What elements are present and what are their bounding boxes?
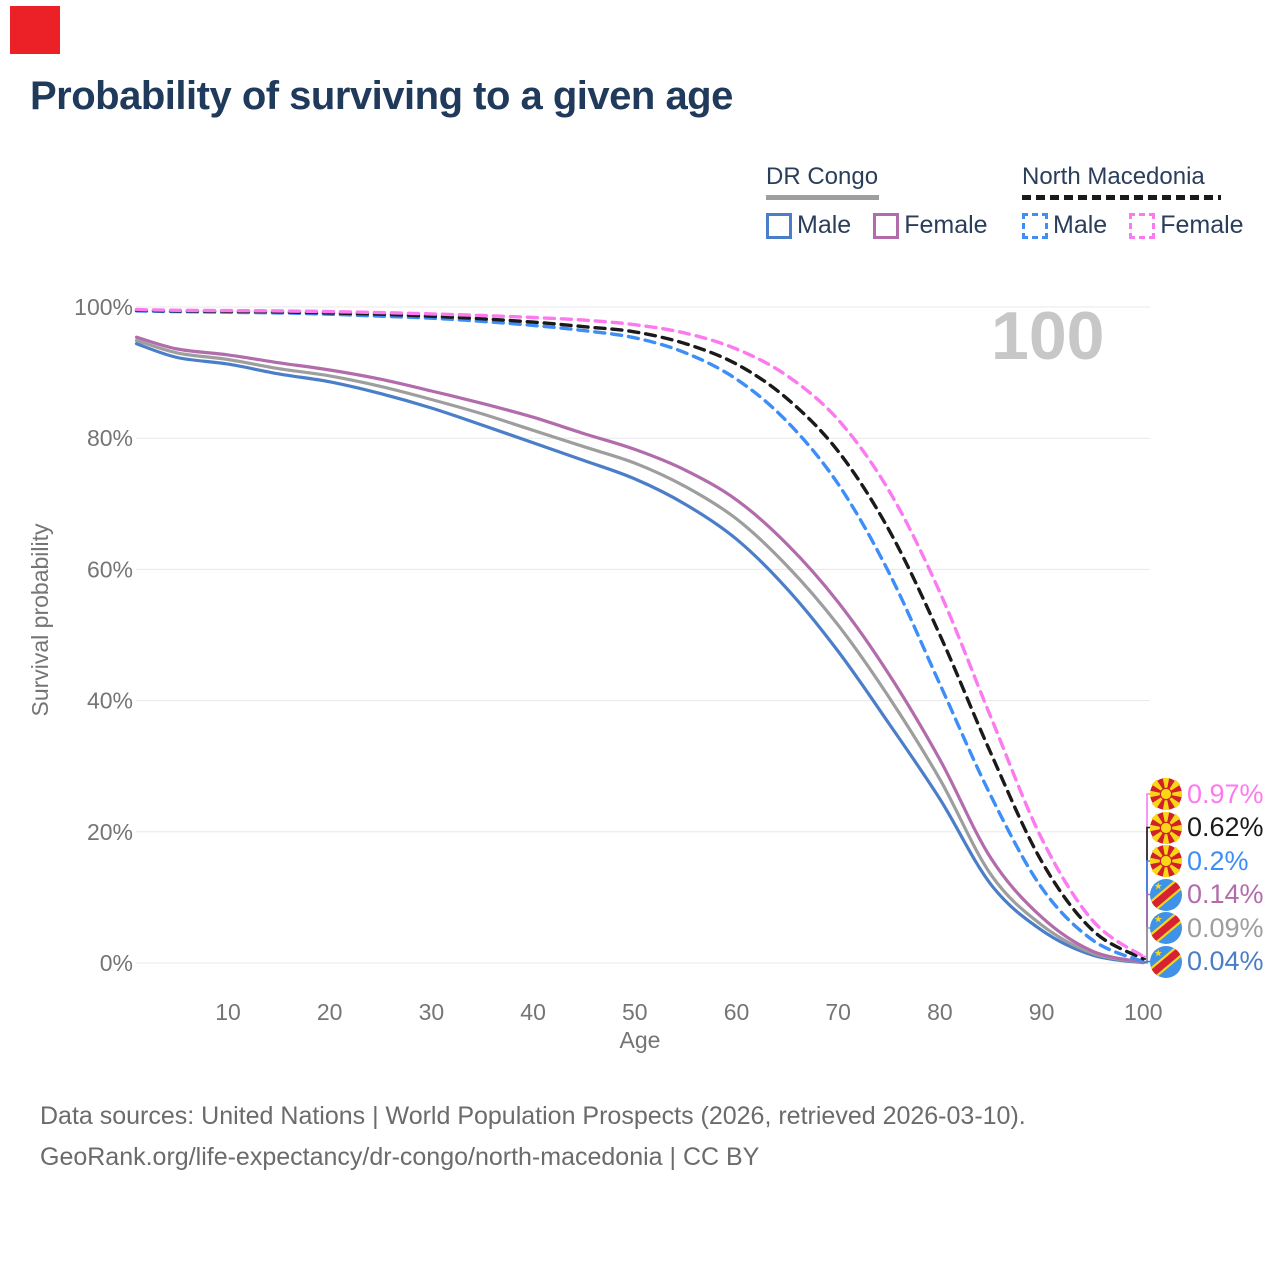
x-axis-title: Age (620, 1027, 661, 1053)
legend-label-nm-male[interactable]: Male (1053, 211, 1108, 239)
end-label-nm_all: 0.62% (1149, 810, 1264, 845)
legend-label-nm-female[interactable]: Female (1160, 211, 1244, 239)
page-title: Probability of surviving to a given age (30, 74, 733, 118)
end-value-nm_female: 0.97% (1187, 778, 1264, 809)
legend-label-drc-male[interactable]: Male (797, 211, 852, 239)
curve-drc_all (134, 338, 1145, 964)
legend-swatch-drc-female[interactable] (873, 212, 900, 239)
legend-label-drc-female[interactable]: Female (904, 211, 988, 239)
end-value-nm_all: 0.62% (1187, 812, 1264, 842)
x-tick-label: 50 (622, 999, 648, 1025)
end-label-drc_male: 0.04% (1150, 945, 1264, 979)
curve-drc_male (134, 342, 1145, 965)
curve-nm_male (134, 309, 1145, 964)
y-tick-label: 0% (100, 950, 133, 976)
end-label-drc_female: 0.14% (1150, 878, 1264, 912)
north-macedonia-flag-icon (1149, 844, 1183, 878)
x-tick-label: 30 (419, 999, 445, 1025)
age-counter-watermark: 100 (991, 298, 1105, 374)
end-label-nm_male: 0.2% (1149, 844, 1249, 878)
footer-attribution: GeoRank.org/life-expectancy/dr-congo/nor… (40, 1143, 760, 1171)
y-tick-label: 80% (87, 425, 133, 451)
dr-congo-flag-icon (1150, 945, 1182, 978)
legend-solid-line-sample (766, 195, 879, 200)
y-tick-label: 100% (74, 294, 133, 320)
x-tick-label: 90 (1029, 999, 1055, 1025)
legend-swatch-nm-male[interactable] (1022, 212, 1048, 239)
x-tick-label: 70 (825, 999, 851, 1025)
legend-swatch-nm-female[interactable] (1129, 212, 1156, 239)
x-tick-label: 60 (724, 999, 750, 1025)
legend-country-north-macedonia: North Macedonia (1022, 163, 1205, 190)
curves (134, 307, 1145, 965)
north-macedonia-flag-icon (1149, 810, 1183, 845)
chart-legend: DR Congo Male Female North Macedonia Mal… (0, 163, 1280, 243)
curve-nm_female (134, 307, 1145, 959)
dr-congo-flag-icon (1150, 878, 1182, 911)
legend-group-dr-congo: DR Congo Male Female (766, 163, 1010, 240)
y-axis-title: Survival probability (27, 523, 53, 717)
axis-ticks: 0% 20% 40% 60% 80% 100% 10 20 30 40 50 60 70 80 90 100 (74, 294, 1162, 1025)
y-tick-label: 20% (87, 819, 133, 845)
gridlines (136, 306, 1150, 964)
end-value-drc_male: 0.04% (1187, 946, 1264, 976)
end-value-nm_male: 0.2% (1187, 845, 1249, 876)
red-marker-square (10, 6, 60, 54)
end-value-drc_female: 0.14% (1187, 879, 1264, 909)
y-tick-label: 60% (87, 556, 133, 582)
x-tick-label: 40 (520, 999, 546, 1025)
curve-drc_female (134, 335, 1145, 964)
end-label-drc_all: 0.09% (1150, 911, 1264, 945)
x-tick-label: 80 (927, 999, 953, 1025)
legend-swatch-drc-male[interactable] (766, 212, 792, 239)
x-tick-label: 10 (215, 999, 241, 1025)
x-tick-label: 20 (317, 999, 343, 1025)
end-value-drc_all: 0.09% (1187, 912, 1264, 943)
footer-data-sources: Data sources: United Nations | World Pop… (40, 1102, 1026, 1130)
north-macedonia-flag-icon (1149, 777, 1183, 811)
end-label-nm_female: 0.97% (1149, 777, 1264, 811)
y-tick-label: 40% (87, 688, 133, 714)
chart-footer: Data sources: United Nations | World Pop… (40, 1096, 1026, 1178)
x-tick-label: 100 (1124, 999, 1162, 1025)
legend-country-dr-congo: DR Congo (766, 163, 879, 190)
dr-congo-flag-icon (1150, 912, 1182, 944)
legend-dashed-line-sample (1022, 195, 1221, 200)
legend-group-north-macedonia: North Macedonia Male Female (1022, 163, 1266, 240)
